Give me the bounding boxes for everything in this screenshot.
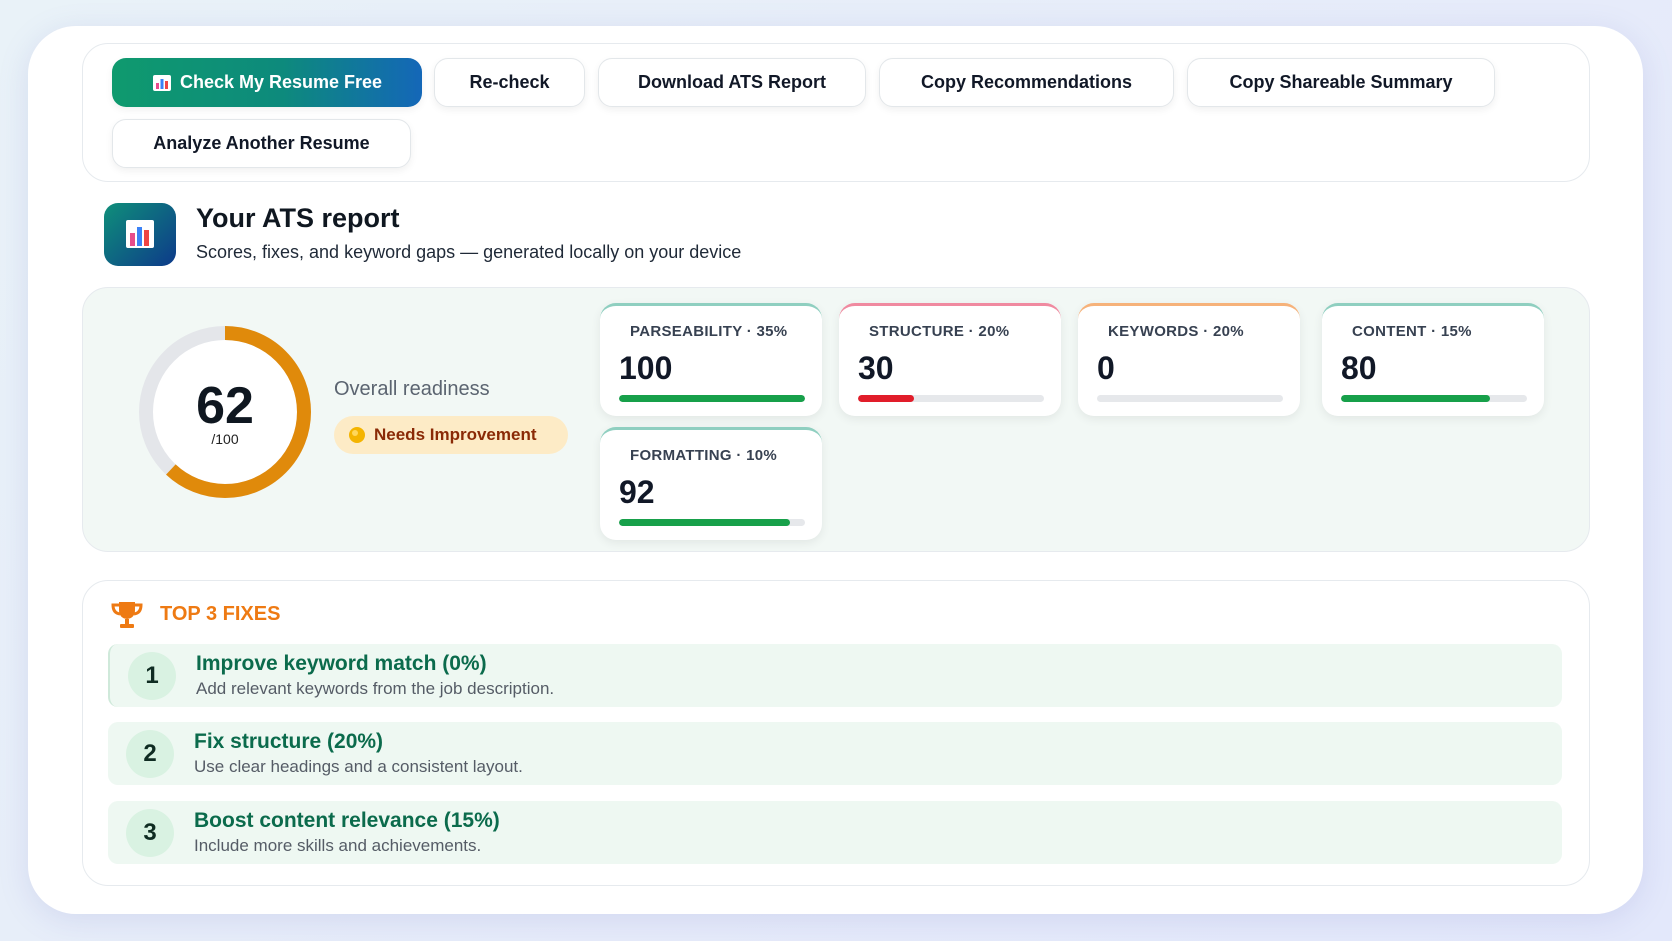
status-badge: Needs Improvement [334,416,568,454]
metric-label: STRUCTURE · 20% [869,323,1010,340]
header-title: Your ATS report [196,203,400,233]
fix-row: 2 Fix structure (20%) Use clear headings a… [108,722,1562,785]
metric-bar [858,395,914,402]
button-label: Check My Resume Free [179,72,383,92]
status-icon [349,427,365,443]
toolbar-button[interactable]: Analyze Another Resume [112,119,411,168]
score-ring [139,326,311,498]
button-label: Download ATS Report [638,72,826,92]
toolbar-button[interactable]: Check My Resume Free [112,58,422,107]
icon-graphic [126,220,154,248]
metric-track [1097,395,1283,402]
toolbar-button[interactable]: Copy Recommendations [879,58,1174,107]
metric-value: 100 [619,350,673,386]
metric-card: STRUCTURE · 20% 30 [839,303,1061,416]
metric-card: FORMATTING · 10% 92 [600,427,822,540]
metric-label: PARSEABILITY · 35% [630,323,788,340]
fix-title: Improve keyword match (0%) [196,652,487,675]
button-label: Analyze Another Resume [153,133,370,153]
fix-description: Use clear headings and a consistent layo… [194,757,523,776]
metric-value: 30 [858,350,894,386]
toolbar-button[interactable]: Copy Shareable Summary [1187,58,1495,107]
metric-bar [1341,395,1490,402]
metric-track [1341,395,1527,402]
score-arc [139,326,311,498]
metric-label: KEYWORDS · 20% [1108,323,1244,340]
metric-track [858,395,1044,402]
metric-bar [619,395,805,402]
button-label: Re-check [469,72,550,92]
metric-track [619,519,805,526]
button-label: Copy Shareable Summary [1229,72,1453,92]
fix-title: Fix structure (20%) [194,730,384,753]
toolbar-button[interactable]: Re-check [434,58,585,107]
fix-description: Include more skills and achievements. [194,836,482,855]
header-subtitle: Scores, fixes, and keyword gaps — genera… [196,242,742,262]
fix-title: Boost content relevance (15%) [194,809,500,832]
fix-number: 1 [128,652,176,700]
button-icon [152,74,171,91]
metric-value: 92 [619,474,655,510]
fix-description: Add relevant keywords from the job descr… [196,679,555,698]
metric-card: KEYWORDS · 20% 0 [1078,303,1300,416]
metric-card: PARSEABILITY · 35% 100 [600,303,822,416]
fix-number: 2 [126,730,174,778]
metric-value: 0 [1097,350,1115,386]
score-max: /100 [211,431,239,447]
fix-row: 3 Boost content relevance (15%) Include mo… [108,801,1562,864]
fix-row: 1 Improve keyword match (0%) Add relevant … [108,644,1562,707]
metric-value: 80 [1341,350,1377,386]
metric-bar [619,519,791,526]
status-text: Needs Improvement [374,425,537,444]
score-caption: Overall readiness [334,378,490,400]
metric-label: FORMATTING · 10% [630,447,778,464]
metric-card: CONTENT · 15% 80 [1322,303,1544,416]
score-value: 62 [196,377,254,435]
trophy-icon [111,602,143,628]
report-icon [104,203,176,266]
metric-label: CONTENT · 15% [1352,323,1472,340]
toolbar-button[interactable]: Download ATS Report [598,58,866,107]
fix-number: 3 [126,809,174,857]
fixes-title: TOP 3 FIXES [160,603,281,625]
metric-track [619,395,805,402]
button-label: Copy Recommendations [920,72,1133,92]
